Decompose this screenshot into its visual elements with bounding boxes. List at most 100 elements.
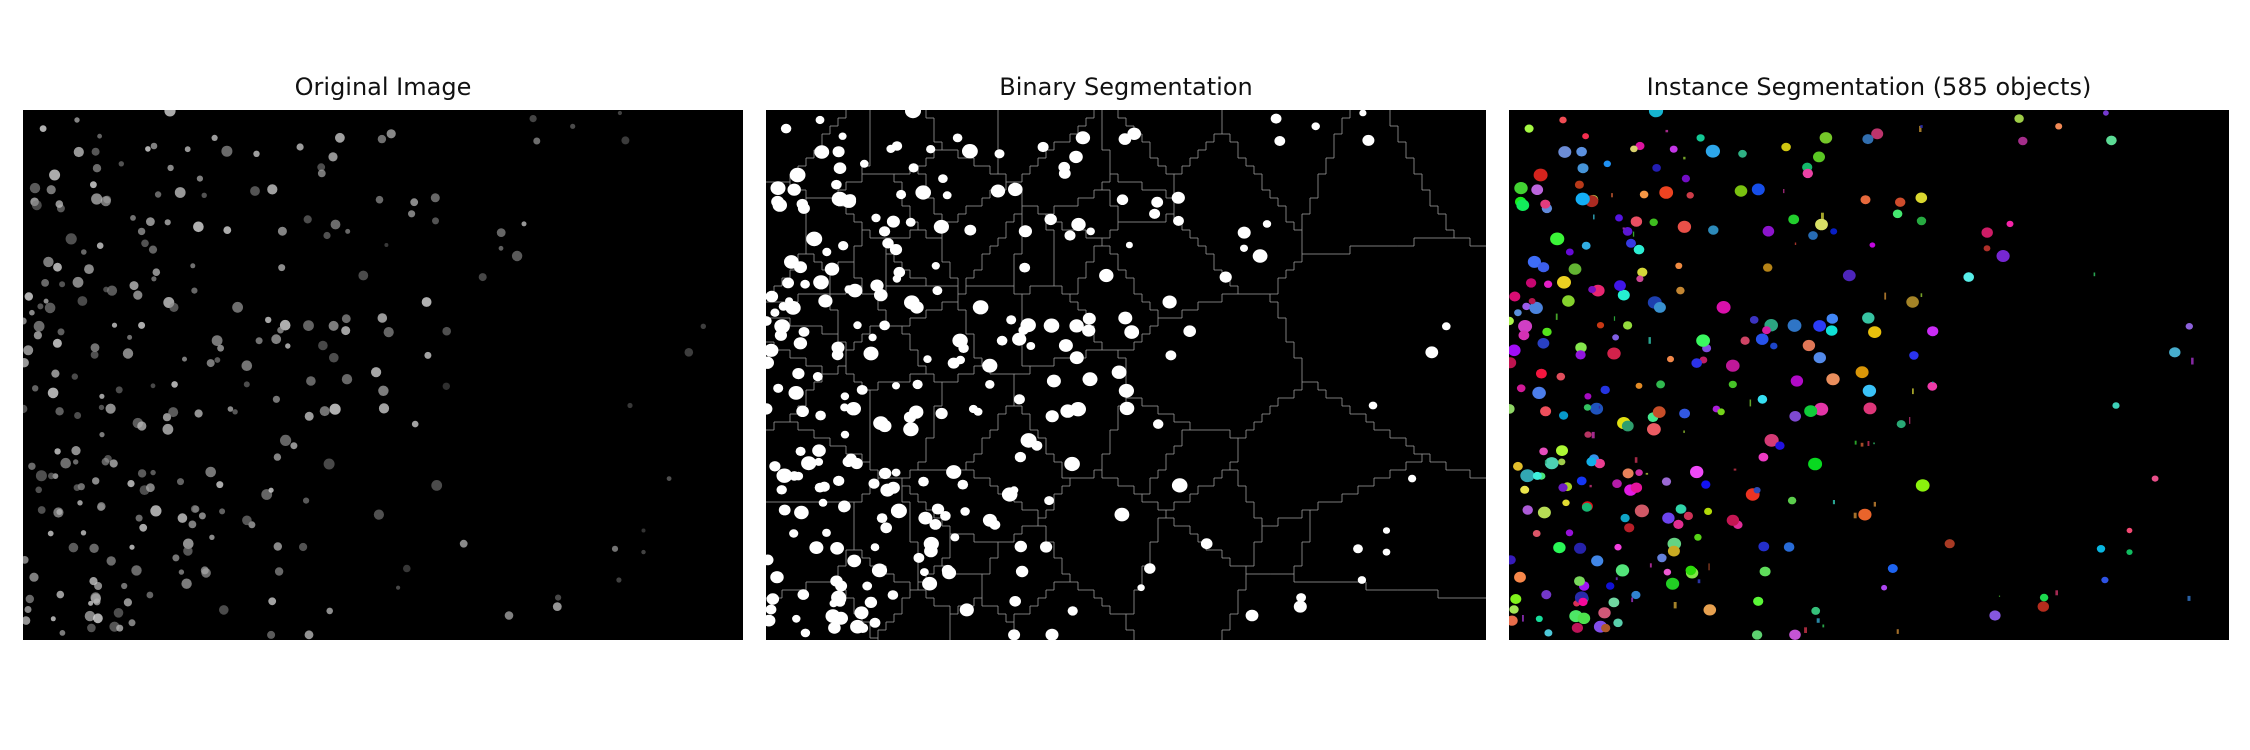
nucleus-240	[371, 367, 382, 378]
nucleus-135	[47, 530, 54, 537]
instance-object-113	[1626, 238, 1636, 248]
binary-object-138	[853, 321, 862, 330]
nucleus-30	[552, 602, 562, 611]
nucleus-200	[33, 331, 42, 340]
binary-object-123	[822, 247, 832, 257]
binary-object-249	[776, 485, 787, 495]
instance-object-175	[1787, 319, 1802, 332]
nucleus-61	[138, 321, 146, 329]
nucleus-234	[255, 337, 263, 345]
instance-object-255	[1826, 313, 1838, 324]
nucleus-162	[329, 403, 341, 415]
instance-fragment-75	[1555, 313, 1558, 320]
nucleus-119	[150, 505, 162, 517]
instance-object-70	[1694, 533, 1702, 541]
binary-object-180	[815, 115, 825, 125]
instance-object-83	[1558, 146, 1572, 158]
nucleus-270	[384, 243, 389, 247]
instance-object-85	[1635, 382, 1643, 389]
instance-object-36	[1787, 496, 1797, 505]
nucleus-241	[299, 542, 308, 552]
nucleus-34	[90, 343, 100, 352]
instance-fragment-22	[2093, 272, 2096, 277]
instance-fragment-81	[1522, 615, 1524, 622]
instance-object-246	[1562, 499, 1570, 507]
nucleus-27	[198, 512, 206, 520]
nucleus-195	[100, 196, 111, 207]
nucleus-190	[101, 457, 110, 466]
binary-object-70	[950, 533, 960, 542]
nucleus-220	[29, 182, 41, 194]
instance-object-30	[2037, 601, 2049, 612]
nucleus-254	[122, 348, 134, 359]
nucleus-153	[201, 192, 207, 198]
binary-object-216	[801, 456, 817, 471]
nucleus-75	[65, 233, 77, 245]
binary-object-137	[1045, 410, 1059, 423]
instance-object-184	[1509, 316, 1514, 326]
instance-object-166	[1535, 615, 1543, 622]
binary-object-56	[982, 513, 997, 527]
binary-object-235	[800, 628, 811, 638]
binary-object-272	[1144, 563, 1156, 574]
nucleus-208	[54, 448, 61, 455]
instance-object-118	[1584, 431, 1592, 438]
instance-object-105	[1679, 408, 1690, 419]
nucleus-85	[150, 383, 156, 389]
binary-object-204	[769, 461, 781, 472]
instance-fragment-86	[1816, 618, 1820, 623]
panel-original: Original Image	[23, 0, 743, 750]
instance-object-78	[1509, 291, 1521, 302]
binary-object-26	[792, 368, 805, 380]
instance-object-168	[2006, 220, 2014, 228]
binary-object-250	[812, 444, 826, 457]
instance-object-194	[1621, 420, 1634, 432]
binary-object-247	[926, 145, 936, 154]
nucleus-152	[378, 385, 389, 396]
nucleus-161	[267, 184, 278, 195]
nucleus-101	[109, 459, 118, 468]
instance-fragment-13	[1665, 129, 1669, 133]
instance-object-243	[1630, 482, 1643, 493]
instance-object-162	[1814, 402, 1829, 416]
instance-object-132	[1601, 623, 1611, 633]
instance-object-112	[1571, 622, 1583, 633]
binary-object-271	[1425, 346, 1439, 359]
binary-object-156	[1069, 150, 1083, 164]
nucleus-87	[33, 320, 45, 332]
binary-object-164	[1240, 244, 1248, 252]
nucleus-219	[290, 442, 298, 450]
nucleus-121	[377, 134, 387, 144]
binary-object-145	[831, 179, 842, 190]
binary-object-102	[772, 198, 787, 212]
nucleus-4	[162, 413, 172, 422]
instance-object-25	[1541, 590, 1552, 600]
nucleus-244	[377, 313, 388, 323]
nucleus-167	[326, 607, 334, 615]
instance-object-120	[1858, 508, 1872, 521]
instance-object-82	[1562, 295, 1575, 307]
nucleus-56	[242, 515, 252, 526]
binary-object-90	[1245, 609, 1259, 622]
binary-object-215	[812, 372, 823, 382]
binary-object-243	[886, 481, 900, 494]
nucleus-111	[430, 193, 440, 203]
binary-object-22	[1069, 351, 1084, 365]
instance-object-230	[2039, 593, 2049, 602]
nucleus-50	[188, 520, 197, 529]
instance-object-66	[1630, 216, 1643, 227]
binary-object-140	[1018, 225, 1032, 238]
nucleus-134	[92, 164, 102, 173]
binary-object-190	[842, 456, 855, 468]
instance-object-72	[1728, 380, 1737, 389]
instance-object-239	[1578, 597, 1588, 607]
nucleus-138	[111, 322, 118, 328]
nucleus-183	[23, 345, 34, 356]
instance-object-121	[1862, 134, 1874, 145]
instance-object-199	[1576, 476, 1587, 486]
nucleus-38	[106, 556, 116, 566]
instance-object-159	[1542, 327, 1552, 337]
nucleus-217	[73, 484, 81, 491]
nucleus-256	[408, 210, 416, 218]
nucleus-102	[31, 200, 42, 211]
